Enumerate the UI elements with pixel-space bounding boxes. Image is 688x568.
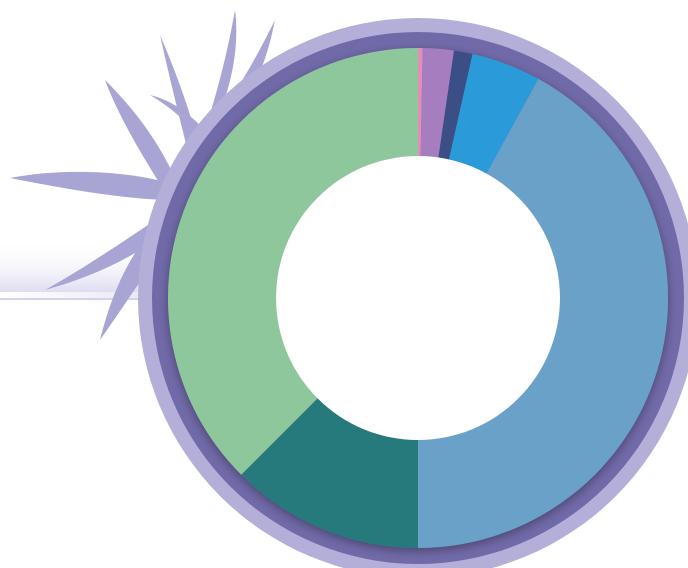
donut-slice	[241, 398, 418, 548]
donut-slice	[168, 48, 418, 475]
donut-hole	[276, 156, 560, 440]
donut-slice	[448, 54, 539, 174]
donut-slice	[420, 48, 455, 158]
donut-slice	[438, 50, 473, 160]
donut-slice	[418, 78, 669, 548]
donut	[168, 48, 669, 548]
donut-slice	[418, 48, 423, 157]
